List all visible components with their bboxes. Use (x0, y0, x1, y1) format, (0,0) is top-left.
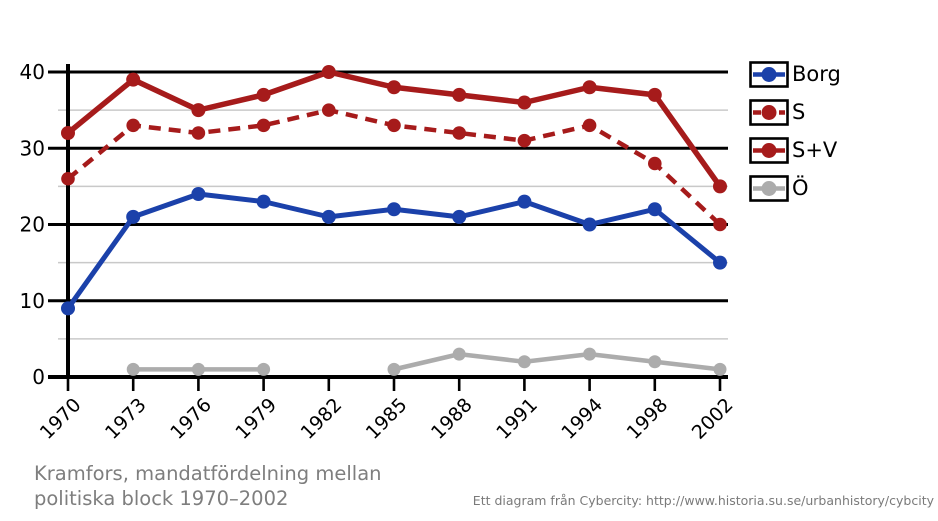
data-point-Ö-2002 (713, 362, 727, 376)
data-point-S-1982 (322, 103, 336, 117)
x-tick-label: 1976 (166, 394, 216, 444)
legend: Borg S S+V Ö (749, 61, 841, 202)
data-point-Borg-1998 (647, 202, 662, 217)
data-point-S-1998 (648, 156, 662, 171)
data-point-Borg-2002 (713, 255, 727, 270)
legend-item-s-v: S+V (749, 137, 841, 164)
data-point-Ö-1988 (452, 347, 466, 361)
data-point-Borg-1985 (387, 202, 401, 217)
data-point-S+V-2002 (713, 179, 727, 194)
data-point-S-1991 (517, 133, 532, 148)
legend-item-borg: Borg (749, 61, 841, 88)
data-point-S+V-1982 (321, 65, 336, 79)
data-point-S+V-1976 (191, 103, 206, 118)
data-point-S-1994 (582, 118, 597, 133)
data-point-Borg-1979 (256, 194, 271, 209)
x-tick-label: 2002 (688, 394, 738, 444)
data-point-Ö-1991 (517, 355, 531, 369)
data-point-Ö-1973 (126, 362, 140, 376)
legend-key-s-icon (749, 99, 789, 126)
data-point-Ö-1985 (387, 362, 401, 376)
x-tick-label: 1979 (231, 394, 281, 444)
legend-label-borg: Borg (792, 62, 841, 86)
x-tick-label: 1982 (297, 394, 347, 444)
data-point-S-2002 (713, 217, 727, 232)
y-tick-label: 10 (20, 289, 45, 313)
chart-title-line2: politiska block 1970–2002 (34, 487, 289, 510)
data-point-Borg-1976 (191, 187, 206, 201)
y-tick-label: 40 (20, 60, 45, 84)
legend-item-s: S (749, 99, 841, 126)
data-point-S+V-1970 (61, 126, 75, 140)
x-tick-label: 1998 (623, 394, 673, 444)
legend-label-o: Ö (792, 176, 809, 200)
legend-label-s-v: S+V (792, 138, 838, 162)
data-point-Ö-1976 (191, 362, 205, 376)
data-point-Borg-1973 (126, 209, 141, 224)
data-point-Borg-1988 (452, 209, 467, 224)
series-line-Ö (391, 351, 723, 372)
legend-key-s-v-icon (749, 137, 789, 164)
y-tick-label: 0 (32, 365, 45, 389)
data-point-Ö-1979 (257, 362, 271, 376)
data-point-S-1985 (387, 118, 401, 133)
data-point-Borg-1982 (321, 209, 336, 224)
chart-title: Kramfors, mandatfördelning mellan politi… (34, 461, 382, 511)
data-point-S+V-1991 (517, 95, 532, 110)
data-point-Ö-1994 (583, 347, 597, 361)
data-point-S+V-1994 (582, 80, 597, 95)
data-point-Borg-1991 (517, 194, 532, 209)
x-tick-label: 1988 (427, 394, 477, 444)
data-point-Borg-1994 (582, 217, 597, 232)
y-tick-label: 30 (20, 136, 45, 160)
legend-key-borg-icon (749, 61, 789, 88)
data-point-S+V-1998 (647, 87, 662, 102)
legend-label-s: S (792, 100, 806, 124)
attribution-text: Ett diagram från Cybercity: http://www.h… (472, 493, 934, 508)
data-point-Borg-1970 (61, 301, 75, 316)
x-tick-label: 1970 (36, 394, 86, 444)
data-point-S-1979 (256, 118, 271, 133)
x-tick-label: 1985 (362, 394, 412, 444)
data-point-S+V-1985 (387, 80, 401, 95)
x-tick-label: 1994 (557, 394, 607, 444)
data-point-S+V-1979 (256, 87, 271, 102)
data-point-Ö-1998 (648, 355, 662, 369)
legend-item-o: Ö (749, 175, 841, 202)
data-point-S-1973 (126, 118, 140, 133)
y-tick-label: 20 (20, 213, 45, 237)
data-point-S-1976 (191, 126, 206, 140)
data-point-S+V-1988 (452, 87, 467, 102)
legend-key-o-icon (749, 175, 789, 202)
x-tick-label: 1991 (492, 394, 542, 444)
data-point-S-1988 (452, 126, 467, 140)
data-point-S-1970 (61, 171, 75, 186)
chart-title-line1: Kramfors, mandatfördelning mellan (34, 462, 382, 485)
x-tick-label: 1973 (101, 394, 151, 444)
data-point-S+V-1973 (126, 72, 141, 87)
